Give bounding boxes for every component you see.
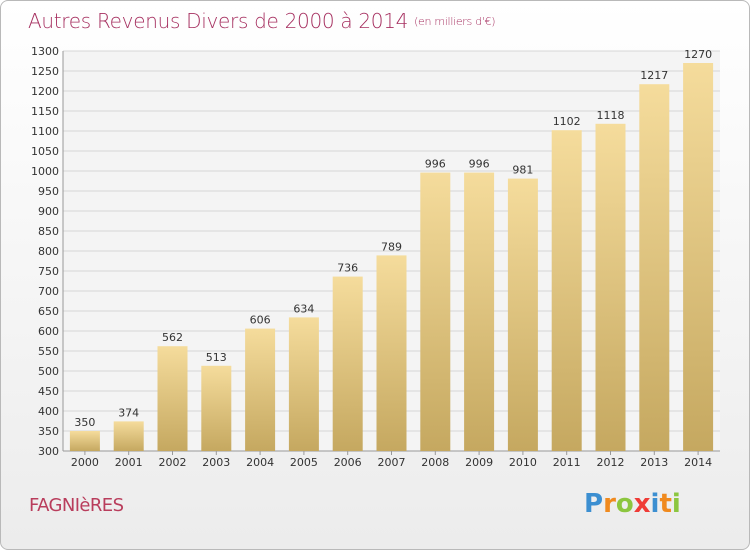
bar	[595, 123, 626, 452]
chart-title: Autres Revenus Divers de 2000 à 2014	[28, 9, 409, 33]
bar	[113, 421, 144, 451]
data-label: 1270	[684, 48, 712, 61]
bar	[201, 365, 232, 451]
logo-letter: x	[633, 489, 651, 519]
x-tick-label: 2004	[246, 456, 274, 469]
bar	[683, 63, 714, 451]
x-tick-label: 2002	[159, 456, 187, 469]
logo-letter: P	[584, 489, 604, 519]
y-tick-label: 500	[38, 365, 59, 378]
y-tick-label: 1300	[31, 45, 59, 58]
bar	[639, 84, 670, 451]
data-label: 513	[206, 351, 227, 364]
x-tick-label: 2013	[640, 456, 668, 469]
bar	[332, 276, 363, 451]
bar	[507, 178, 538, 451]
x-tick-label: 2003	[202, 456, 230, 469]
y-tick-label: 350	[38, 425, 59, 438]
bar	[245, 328, 276, 451]
chart-title-block: Autres Revenus Divers de 2000 à 2014 (en …	[28, 9, 496, 33]
logo-letter: i	[671, 489, 681, 519]
bar	[551, 130, 582, 451]
x-tick-label: 2009	[465, 456, 493, 469]
y-tick-label: 1050	[31, 145, 59, 158]
y-tick-label: 650	[38, 305, 59, 318]
data-label: 996	[469, 158, 490, 171]
x-tick-label: 2001	[115, 456, 143, 469]
proxiti-logo: Proxiti	[584, 489, 681, 519]
x-tick-label: 2008	[421, 456, 449, 469]
logo-letter: i	[650, 489, 660, 519]
x-tick-label: 2011	[553, 456, 581, 469]
data-label: 981	[512, 164, 533, 177]
x-tick-label: 2010	[509, 456, 537, 469]
bar	[288, 317, 319, 451]
y-tick-label: 450	[38, 385, 59, 398]
chart-subtitle: (en milliers d'€)	[414, 15, 496, 28]
data-label: 562	[162, 331, 183, 344]
logo-letter: r	[603, 489, 616, 519]
y-tick-label: 550	[38, 345, 59, 358]
data-label: 1102	[553, 115, 581, 128]
data-label: 634	[293, 302, 314, 315]
y-tick-label: 1200	[31, 85, 59, 98]
logo-letter: t	[659, 489, 672, 519]
y-tick-label: 750	[38, 265, 59, 278]
y-tick-label: 800	[38, 245, 59, 258]
bar	[69, 431, 100, 451]
y-tick-label: 950	[38, 185, 59, 198]
data-label: 789	[381, 240, 402, 253]
y-tick-label: 850	[38, 225, 59, 238]
bar	[157, 346, 188, 451]
y-tick-label: 1000	[31, 165, 59, 178]
data-label: 736	[337, 262, 358, 275]
y-tick-label: 900	[38, 205, 59, 218]
x-tick-label: 2007	[378, 456, 406, 469]
location-label: FAGNIèRES	[29, 495, 124, 516]
y-tick-label: 1100	[31, 125, 59, 138]
data-label: 350	[74, 416, 95, 429]
y-tick-label: 1150	[31, 105, 59, 118]
data-label: 1118	[597, 109, 625, 122]
y-tick-label: 300	[38, 445, 59, 458]
y-tick-label: 600	[38, 325, 59, 338]
y-tick-label: 1250	[31, 65, 59, 78]
x-tick-label: 2014	[684, 456, 712, 469]
x-tick-label: 2005	[290, 456, 318, 469]
x-tick-label: 2006	[334, 456, 362, 469]
bar	[420, 172, 451, 451]
bar	[464, 172, 495, 451]
data-label: 606	[250, 314, 271, 327]
logo-letter: o	[615, 489, 634, 519]
y-tick-label: 700	[38, 285, 59, 298]
data-label: 1217	[640, 69, 668, 82]
data-label: 374	[118, 406, 139, 419]
bar	[376, 255, 407, 451]
x-tick-label: 2000	[71, 456, 99, 469]
y-tick-label: 400	[38, 405, 59, 418]
x-tick-label: 2012	[597, 456, 625, 469]
data-label: 996	[425, 158, 446, 171]
